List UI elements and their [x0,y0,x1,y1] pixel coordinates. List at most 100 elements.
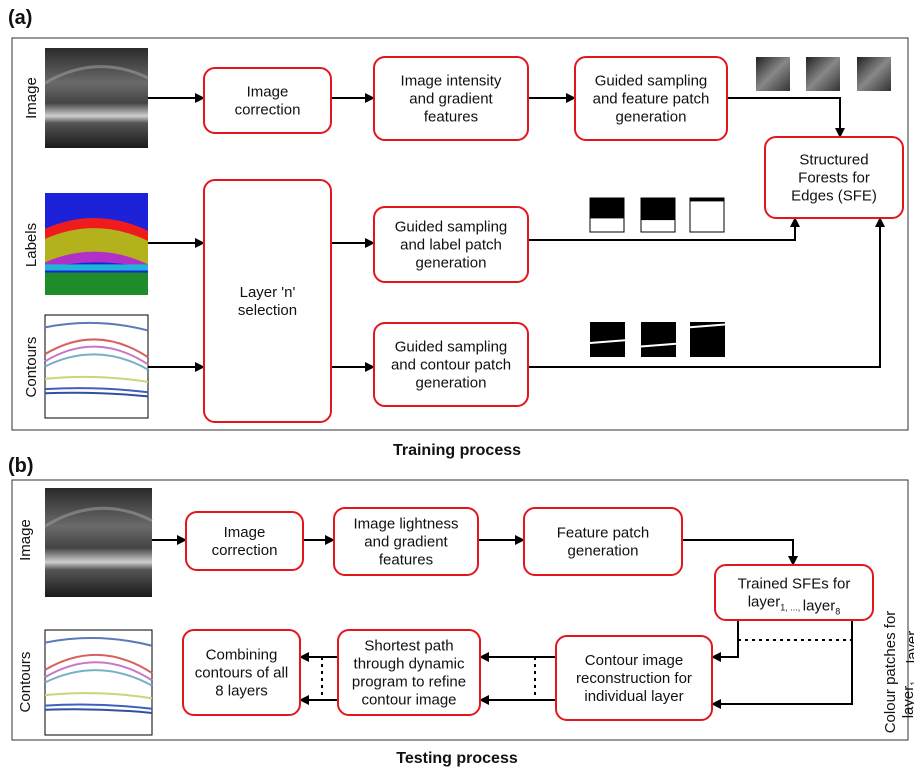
process-box: Image lightnessand gradientfeatures [334,508,478,575]
text-line: layer1, ..., layer8 [900,626,914,719]
box-border [204,68,331,133]
text-line: features [424,109,478,126]
text-line: Image [224,524,266,541]
text-line: and gradient [364,534,448,551]
row-label: Labels [23,223,40,267]
text-line: Forests for [798,170,870,187]
row-label: Contours [17,652,34,713]
patch [857,57,891,91]
box-border [524,508,682,575]
process-box: Guided samplingand feature patchgenerati… [575,57,727,140]
patch [756,57,790,91]
text-line: contours of all [195,665,288,682]
patch [690,198,724,232]
label-layer [45,264,148,270]
text-line: and contour patch [391,357,511,374]
arrow [712,620,738,657]
text-line: Trained SFEs for [738,576,851,593]
text-line: generation [616,109,687,126]
label-layer [45,273,148,295]
text-line: and feature patch [593,91,710,108]
row-label: Contours [23,337,40,398]
contour-bg [45,630,152,735]
figure: (a) Training process Image Labels Contours Im… [0,0,914,770]
text-line: Image [247,84,289,101]
text-line: generation [416,375,487,392]
text-line: contour image [361,692,456,709]
panel-caption: Testing process [396,750,518,767]
panel-tag: (b) [8,455,34,477]
row-label: Image [17,519,34,561]
patch-fill [590,198,624,218]
oct-image [45,48,148,148]
text-line: Layer 'n' [240,284,296,301]
process-box: Layer 'n'selection [204,180,331,422]
text-line: Image intensity [401,73,502,90]
row-label: Image [23,77,40,119]
arrow [682,540,793,565]
text-seg: layer [904,631,914,664]
text-line: Feature patch [557,525,650,542]
subscript: 8 [835,607,840,617]
text-line: Contour image [585,652,683,669]
patch [590,322,625,357]
subscript: 1, ..., [909,663,914,686]
text-seg: layer [748,594,781,611]
text-line: generation [568,543,639,560]
text-line: reconstruction for [576,670,692,687]
process-box: Feature patchgeneration [524,508,682,575]
panel-caption: Training process [393,442,521,459]
text-line: features [379,552,433,569]
patch [641,322,676,357]
patch [806,57,840,91]
page: {"panels": [ {"tag": "(a)", "caption": "… [0,0,914,770]
text-line: 8 layers [215,683,268,700]
text-line: Colour patches for [882,611,899,734]
box-border [204,180,331,422]
subscript: 1, ..., [780,603,803,613]
text-line: Guided sampling [395,219,508,236]
text-line: Structured [799,152,868,169]
text-line: Guided sampling [595,73,708,90]
patch-fill [641,198,675,220]
text-line: individual layer [584,688,683,705]
text-line: Guided sampling [395,339,508,356]
box-border [186,512,303,570]
label-text: Colour patches forlayer1, ..., layer8 [882,611,914,734]
panel-tag: (a) [8,7,32,29]
text-line: and label patch [400,237,502,254]
text-line: Combining [206,647,278,664]
arrow [712,620,852,704]
text-line: through dynamic [354,656,465,673]
text-line: selection [238,302,297,319]
text-line: correction [235,102,301,119]
arrow [727,98,840,137]
text-line: and gradient [409,91,493,108]
text-seg: layer [900,686,914,719]
text-line: Edges (SFE) [791,188,877,205]
text-line: correction [212,542,278,559]
process-box: Image intensityand gradientfeatures [374,57,528,140]
text-seg: layer [803,598,836,615]
text-line: Image lightness [353,516,458,533]
oct-image [45,488,152,597]
body: (a) Training process Image Labels Contours Im… [0,0,914,770]
text-line: generation [416,255,487,272]
text-line: Shortest path [364,638,453,655]
contour-bg [45,315,148,418]
text-line: program to refine [352,674,466,691]
patch-fill [690,198,724,201]
